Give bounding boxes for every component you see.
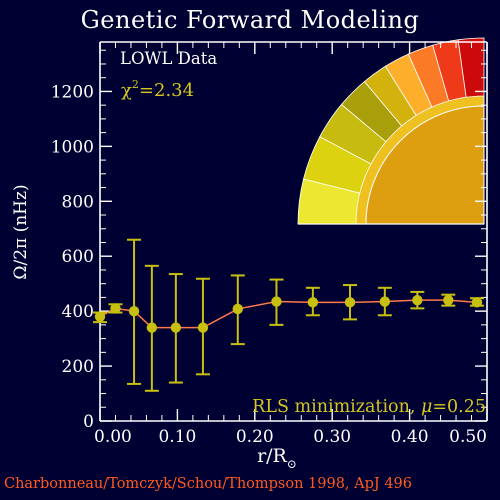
- y-tick-label: 0: [83, 412, 94, 432]
- chi-exp: 2: [132, 78, 139, 91]
- chart-title: Genetic Forward Modeling: [80, 6, 420, 34]
- xlabel: r/R⊙: [257, 445, 297, 471]
- data-point: [197, 322, 209, 333]
- data-point: [110, 303, 121, 314]
- annotation-rls: RLS minimization, μ=0.25: [252, 397, 486, 417]
- data-point: [146, 322, 158, 333]
- y-tick-label: 200: [62, 357, 94, 377]
- chi-symbol: χ: [121, 80, 132, 101]
- rls-prefix: RLS minimization,: [252, 397, 421, 417]
- x-tick-label: 0.20: [236, 427, 274, 447]
- x-tick-label: 0.30: [313, 427, 351, 447]
- x-tick-label: 0.50: [449, 427, 487, 447]
- credit-text: Charbonneau/Tomczyk/Schou/Thompson 1998,…: [4, 476, 413, 492]
- x-tick-label: 0.10: [158, 427, 196, 447]
- data-point: [344, 297, 356, 308]
- mu-symbol: μ: [421, 397, 432, 417]
- rotation-inset: [297, 37, 485, 225]
- ylabel: Ω/2π (nHz): [11, 184, 31, 279]
- x-tick-label: 0.40: [391, 427, 429, 447]
- data-series: [93, 238, 484, 392]
- data-point: [471, 297, 483, 308]
- data-point: [94, 311, 106, 322]
- inset-core: [365, 105, 485, 225]
- data-point: [128, 305, 140, 317]
- annotation-dataset: LOWL Data: [120, 49, 217, 68]
- chi-value: =2.34: [139, 80, 194, 101]
- y-tick-label: 1200: [51, 82, 94, 102]
- data-point: [232, 303, 243, 315]
- y-tick-label: 800: [62, 192, 94, 212]
- xlabel-sub: ⊙: [287, 457, 297, 471]
- axis-ticks: 0 200 400 600 800 1000 1200 0.00 0.10 0.20 0.30 0.4…: [51, 42, 488, 447]
- y-tick-label: 1000: [51, 137, 94, 157]
- x-tick-label: 0.00: [94, 427, 132, 447]
- data-point: [307, 297, 319, 308]
- data-point: [443, 294, 454, 306]
- mu-value: =0.25: [432, 397, 486, 417]
- data-point: [170, 322, 182, 333]
- data-point: [379, 296, 391, 307]
- xlabel-base: r/R: [257, 445, 287, 467]
- y-tick-label: 600: [62, 247, 94, 267]
- data-point: [271, 296, 282, 307]
- y-tick-label: 400: [62, 302, 94, 322]
- annotation-chi: χ2=2.34: [121, 78, 194, 101]
- data-point: [412, 294, 423, 306]
